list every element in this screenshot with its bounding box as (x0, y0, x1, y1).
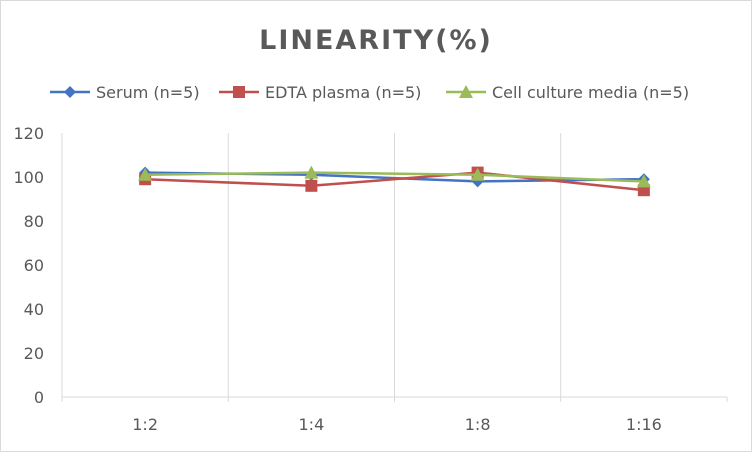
legend-label: Serum (n=5) (96, 83, 200, 102)
y-tick-label: 20 (24, 344, 44, 363)
x-tick-label: 1:2 (132, 415, 158, 434)
y-tick-label: 100 (13, 168, 44, 187)
x-tick-label: 1:16 (626, 415, 662, 434)
y-tick-label: 60 (24, 256, 44, 275)
legend-label: EDTA plasma (n=5) (265, 83, 421, 102)
data-point-square (305, 179, 318, 192)
y-tick-label: 80 (24, 212, 44, 231)
legend-marker (459, 85, 473, 98)
series-line-2 (145, 171, 645, 192)
x-tick-label: 1:8 (465, 415, 491, 434)
x-tick-label: 1:4 (299, 415, 325, 434)
axes: 0 20 40 60 80 100 120 1:2 1:4 1:8 1:16 (13, 124, 728, 434)
data-point-triangle (304, 165, 319, 179)
legend-label: Cell culture media (n=5) (492, 83, 689, 102)
legend-item-1: Serum (n=5) (50, 83, 200, 102)
data-point-triangle (470, 167, 485, 181)
series-line-3 (145, 171, 644, 183)
chart-title: LINEARITY(%) (259, 25, 493, 56)
series-3 (138, 165, 651, 188)
y-tick-label: 40 (24, 300, 44, 319)
legend: Serum (n=5) EDTA plasma (n=5) Cell culture… (50, 83, 689, 102)
legend-marker (233, 86, 245, 98)
legend-marker (64, 86, 76, 98)
series-layer (138, 165, 651, 197)
legend-item-2: EDTA plasma (n=5) (219, 83, 421, 102)
data-point-triangle (636, 174, 651, 188)
y-tick-label: 0 (34, 388, 44, 407)
legend-item-3: Cell culture media (n=5) (446, 83, 689, 102)
y-tick-label: 120 (13, 124, 44, 143)
data-point-triangle (138, 167, 153, 181)
